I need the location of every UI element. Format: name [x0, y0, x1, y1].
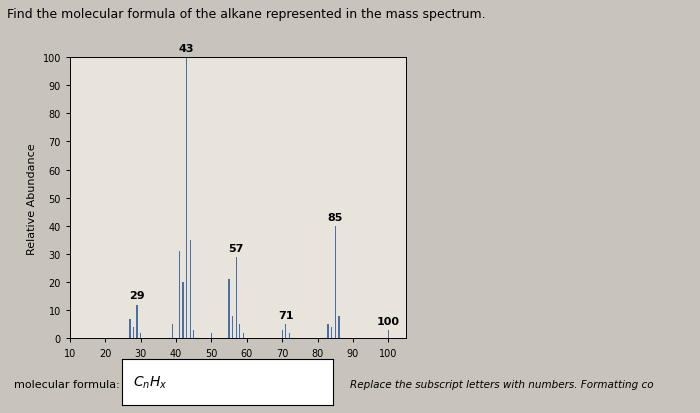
Y-axis label: Relative Abundance: Relative Abundance [27, 142, 37, 254]
Bar [338, 316, 339, 339]
Bar [179, 252, 181, 339]
Bar [285, 325, 286, 339]
Bar [190, 240, 191, 339]
Bar [130, 319, 131, 339]
Bar [239, 325, 241, 339]
Bar [388, 330, 389, 339]
Text: 71: 71 [278, 311, 293, 320]
Text: molecular formula:: molecular formula: [14, 379, 120, 389]
Text: 43: 43 [179, 44, 195, 54]
Text: Replace the subscript letters with numbers. Formatting co: Replace the subscript letters with numbe… [350, 379, 654, 389]
Bar [228, 280, 230, 339]
Bar [235, 257, 237, 339]
Text: Find the molecular formula of the alkane represented in the mass spectrum.: Find the molecular formula of the alkane… [7, 8, 486, 21]
Bar [232, 316, 233, 339]
Text: 29: 29 [130, 291, 145, 301]
Text: 85: 85 [328, 212, 343, 222]
Bar [288, 333, 290, 339]
Bar [335, 226, 336, 339]
Bar [186, 58, 188, 339]
Bar [172, 325, 174, 339]
Text: 57: 57 [228, 243, 244, 253]
Bar [331, 328, 332, 339]
Bar [133, 328, 134, 339]
Bar [140, 333, 141, 339]
Bar [193, 330, 195, 339]
Text: 100: 100 [377, 316, 400, 326]
Bar [211, 333, 212, 339]
Text: $\mathit{C}_n\mathit{H}_x$: $\mathit{C}_n\mathit{H}_x$ [133, 374, 167, 390]
Bar [136, 305, 138, 339]
Bar [243, 333, 244, 339]
Bar [281, 330, 283, 339]
Bar [328, 325, 329, 339]
Bar [183, 282, 184, 339]
X-axis label: m/z: m/z [227, 363, 249, 373]
